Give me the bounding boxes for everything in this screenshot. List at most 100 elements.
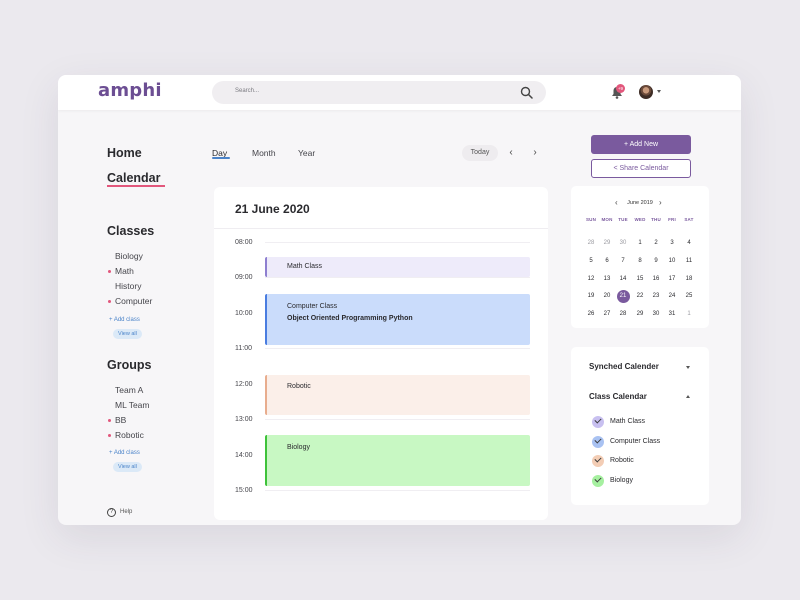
calendar-label: Computer Class: [610, 438, 661, 445]
share-calendar-button[interactable]: < Share Calendar: [591, 159, 691, 178]
classes-view-all-button[interactable]: View all: [113, 329, 142, 339]
calendar-day[interactable]: 22: [636, 293, 644, 299]
event-block[interactable]: Computer Class Object Oriented Programmin…: [265, 294, 530, 345]
calendar-day[interactable]: 15: [636, 276, 644, 282]
search-input[interactable]: Search...: [235, 88, 260, 94]
search-bar[interactable]: Search...: [212, 81, 546, 104]
active-dot: [108, 419, 111, 422]
weekday-label: SAT: [684, 217, 694, 222]
calendar-day[interactable]: 26: [587, 311, 595, 317]
calendar-day[interactable]: 16: [652, 276, 660, 282]
chevron-down-icon[interactable]: [686, 366, 690, 369]
chevron-right-icon[interactable]: ›: [533, 147, 537, 158]
calendar-day[interactable]: 23: [652, 293, 660, 299]
sidebar-item[interactable]: Math: [115, 266, 134, 276]
day-view-panel: 21 June 2020 08:00 09:00 10:00 11:00 12:00 13…: [214, 187, 548, 520]
add-new-button[interactable]: + Add New: [591, 135, 691, 154]
checkbox[interactable]: [592, 416, 604, 428]
sidebar-item[interactable]: History: [115, 281, 142, 291]
calendar-day[interactable]: 30: [619, 240, 627, 246]
calendar-day[interactable]: 5: [589, 258, 593, 264]
weekday-label: SUN: [585, 217, 597, 222]
top-bar: amphi Search... +9: [58, 75, 741, 110]
checkbox[interactable]: [592, 455, 604, 467]
hour-gridline: [265, 490, 530, 491]
calendar-day[interactable]: 14: [619, 276, 627, 282]
event-title: Math Class: [287, 263, 323, 270]
nav-calendar[interactable]: Calendar: [107, 171, 161, 185]
class-calendar-header[interactable]: Class Calendar: [589, 392, 647, 401]
sidebar-item[interactable]: Computer: [115, 296, 153, 306]
checkbox[interactable]: [592, 475, 604, 487]
nav-home[interactable]: Home: [107, 146, 142, 160]
calendar-day[interactable]: 11: [685, 258, 693, 264]
calendar-day[interactable]: 24: [668, 293, 676, 299]
calendar-day[interactable]: 18: [685, 276, 693, 282]
selected-day[interactable]: 21: [619, 293, 627, 299]
groups-view-all-button[interactable]: View all: [113, 462, 142, 472]
calendar-day[interactable]: 27: [603, 311, 611, 317]
notification-badge: +9: [616, 84, 625, 93]
help-link[interactable]: Help: [120, 509, 133, 515]
calendar-day[interactable]: 13: [603, 276, 611, 282]
calendar-day[interactable]: 29: [636, 311, 644, 317]
calendar-day[interactable]: 10: [668, 258, 676, 264]
calendar-day[interactable]: 28: [619, 311, 627, 317]
mini-calendar: ‹ June 2019 › SUN MON TUE WED THU FRI SAT 28 29 3…: [571, 186, 709, 328]
weekday-label: TUE: [618, 217, 628, 222]
calendar-day[interactable]: 30: [652, 311, 660, 317]
sidebar-item[interactable]: ML Team: [115, 400, 150, 410]
tab-day[interactable]: Day: [212, 148, 228, 158]
avatar[interactable]: [639, 85, 653, 99]
hour-label: 13:00: [235, 416, 253, 423]
hour-gridline: [265, 419, 530, 420]
calendar-day[interactable]: 19: [587, 293, 595, 299]
calendar-day[interactable]: 1: [687, 311, 691, 317]
day-title: 21 June 2020: [235, 202, 310, 216]
tab-month[interactable]: Month: [252, 148, 276, 158]
event-block[interactable]: Biology: [265, 435, 530, 486]
calendar-day[interactable]: 3: [670, 240, 674, 246]
event-block[interactable]: Math Class: [265, 257, 530, 277]
hour-gridline: [265, 242, 530, 243]
calendar-day[interactable]: 8: [638, 258, 642, 264]
chevron-right-icon[interactable]: ›: [659, 198, 662, 207]
event-block[interactable]: Robotic: [265, 375, 530, 415]
calendar-day[interactable]: 9: [654, 258, 658, 264]
share-icon: <: [613, 165, 620, 172]
app-logo[interactable]: amphi: [98, 80, 162, 101]
checkbox[interactable]: [592, 436, 604, 448]
event-subtitle: Object Oriented Programming Python: [287, 315, 413, 322]
calendar-day[interactable]: 20: [603, 293, 611, 299]
synched-calendar-header[interactable]: Synched Calender: [589, 362, 659, 371]
hour-gridline: [265, 348, 530, 349]
share-calendar-label: Share Calendar: [619, 165, 669, 172]
tab-year[interactable]: Year: [298, 148, 316, 158]
sidebar-item[interactable]: Biology: [115, 251, 143, 261]
help-icon[interactable]: ?: [107, 508, 116, 517]
sidebar-item[interactable]: Robotic: [115, 430, 144, 440]
calendar-day[interactable]: 6: [605, 258, 609, 264]
calendar-day[interactable]: 17: [668, 276, 676, 282]
chevron-left-icon[interactable]: ‹: [509, 147, 513, 158]
classes-title: Classes: [107, 224, 155, 238]
chevron-up-icon[interactable]: [686, 395, 690, 398]
calendar-day[interactable]: 29: [603, 240, 611, 246]
calendar-day[interactable]: 31: [668, 311, 676, 317]
add-group-link[interactable]: + Add class: [109, 450, 140, 456]
calendar-day[interactable]: 28: [587, 240, 595, 246]
add-class-link[interactable]: + Add class: [109, 317, 140, 323]
calendar-day[interactable]: 12: [587, 276, 595, 282]
calendar-day[interactable]: 4: [687, 240, 691, 246]
today-button[interactable]: Today: [462, 145, 498, 161]
sidebar-item[interactable]: BB: [115, 415, 127, 425]
active-nav-underline: [107, 185, 165, 187]
sidebar-item[interactable]: Team A: [115, 385, 144, 395]
calendar-day[interactable]: 7: [621, 258, 625, 264]
chevron-left-icon[interactable]: ‹: [615, 198, 618, 207]
calendar-day[interactable]: 2: [654, 240, 658, 246]
calendar-day[interactable]: 25: [685, 293, 693, 299]
chevron-down-icon[interactable]: [657, 90, 661, 93]
calendar-day[interactable]: 1: [638, 240, 642, 246]
search-icon[interactable]: [520, 86, 533, 99]
